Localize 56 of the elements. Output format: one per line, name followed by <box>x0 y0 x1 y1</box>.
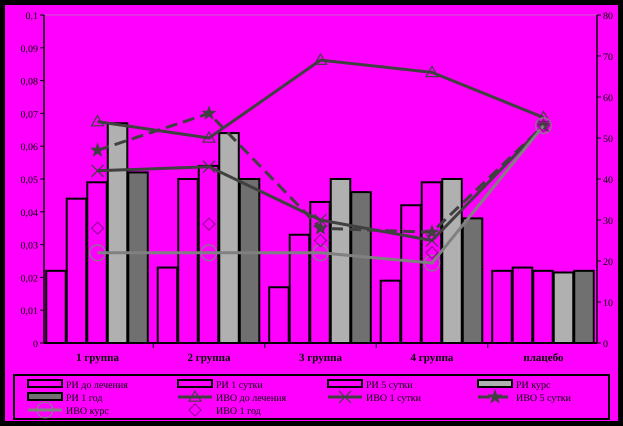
x-tick-label: 4 группа <box>410 352 454 364</box>
y-tick-label: 0,02 <box>20 273 38 284</box>
y2-tick-label: 40 <box>603 175 613 186</box>
y-tick-label: 0,09 <box>20 44 38 55</box>
point <box>202 218 216 231</box>
legend-label: РИ 5 сутки <box>366 380 414 391</box>
point <box>425 246 439 260</box>
y-tick-label: 0,04 <box>20 208 38 219</box>
point <box>202 131 216 143</box>
legend-label: ИВО курс <box>66 406 110 417</box>
point <box>314 221 328 234</box>
y-tick-label: 0,03 <box>20 240 38 252</box>
x-tick-label: 2 группа <box>188 352 231 364</box>
legend-label: ИВО 1 сутки <box>366 393 422 404</box>
legend-label: РИ курс <box>516 380 551 391</box>
y-tick-label: 0,05 <box>20 175 38 186</box>
legend-label: РИ до лечения <box>66 380 128 391</box>
legend-label: ИВО 5 сутки <box>516 393 572 404</box>
y2-tick-label: 0 <box>603 339 608 350</box>
y2-tick-label: 80 <box>603 11 613 22</box>
point <box>90 164 104 178</box>
x-tick-label: 1 группа <box>76 352 120 364</box>
y-tick-label: 0,01 <box>20 306 38 318</box>
point <box>200 244 218 262</box>
y2-tick-label: 20 <box>603 257 613 268</box>
point <box>424 254 440 272</box>
legend-label: ИВО до лечения <box>216 393 287 404</box>
y-tick-label: 0,1 <box>26 11 38 22</box>
point <box>312 244 329 262</box>
y2-tick-label: 10 <box>603 298 613 309</box>
point <box>314 54 328 65</box>
y-tick-label: 0,06 <box>20 142 38 154</box>
point <box>90 222 104 235</box>
point <box>536 110 550 122</box>
legend-label: РИ 1 сутки <box>216 380 264 391</box>
point <box>425 66 439 78</box>
point <box>202 160 216 174</box>
point <box>425 225 439 238</box>
point <box>314 234 328 248</box>
y2-tick-label: 60 <box>603 93 613 104</box>
point <box>202 106 216 120</box>
point <box>90 115 104 126</box>
x-tick-label: плацебо <box>523 352 564 364</box>
y2-tick-label: 30 <box>603 216 613 227</box>
y-tick-label: 0,08 <box>20 76 38 88</box>
point <box>314 213 328 227</box>
y-tick-label: 0,07 <box>20 109 38 120</box>
point <box>90 143 104 156</box>
y-tick-label: 0 <box>33 339 38 350</box>
point <box>89 244 106 262</box>
y2-tick-label: 50 <box>603 134 613 145</box>
y2-tick-label: 70 <box>603 52 613 63</box>
x-tick-label: 3 группа <box>299 352 342 364</box>
legend-label: ИВО 1 год <box>216 406 261 417</box>
legend-label: РИ 1 год <box>66 393 102 404</box>
point <box>425 234 439 248</box>
